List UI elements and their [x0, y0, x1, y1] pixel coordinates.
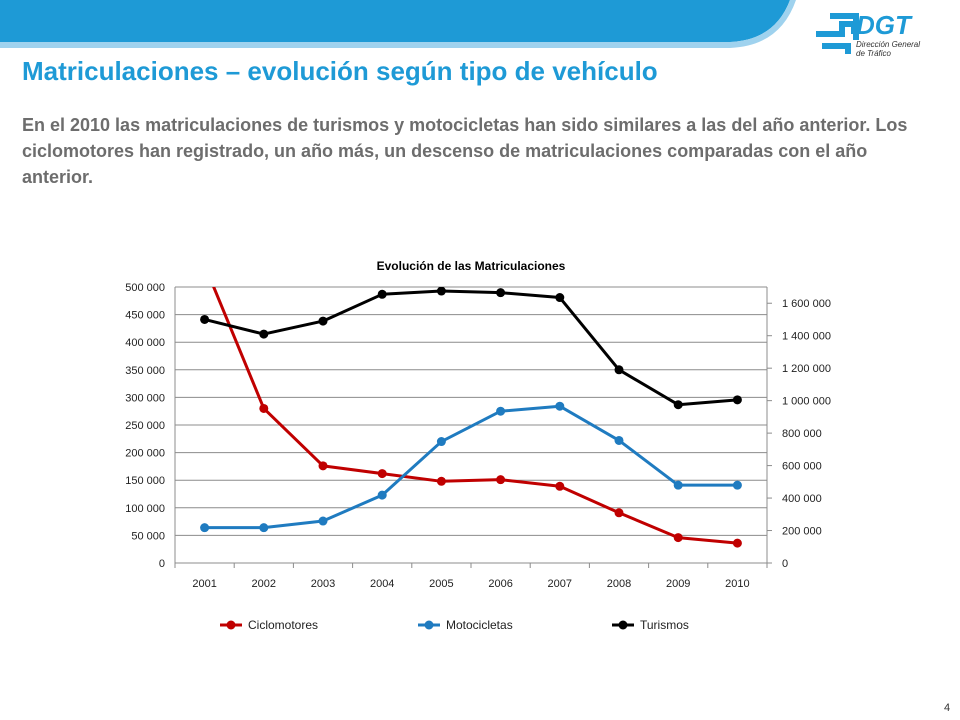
data-point-turismos: [673, 400, 683, 410]
data-point-ciclomotores: [555, 481, 565, 491]
legend: Ciclomotores Motocicletas Turismos: [220, 618, 689, 632]
data-point-ciclomotores: [318, 461, 328, 471]
page-subtitle: En el 2010 las matriculaciones de turism…: [22, 115, 908, 187]
right-axis-tick-label: 1 600 000: [782, 298, 831, 310]
data-point-motocicletas: [555, 401, 565, 411]
logo-subtext-2: de Tráfico: [856, 49, 891, 58]
left-axis-tick-label: 400 000: [125, 337, 165, 349]
x-axis-tick-label: 2009: [666, 578, 690, 590]
data-point-turismos: [259, 329, 269, 339]
logo-subtext-1: Dirección General: [856, 40, 921, 49]
right-axis-tick-label: 1 200 000: [782, 363, 831, 375]
left-axis-tick-label: 100 000: [125, 503, 165, 515]
right-axis-tick-label: 1 400 000: [782, 331, 831, 343]
data-point-turismos: [377, 289, 387, 299]
data-point-turismos: [732, 395, 742, 405]
data-point-turismos: [436, 287, 446, 296]
data-point-motocicletas: [732, 480, 742, 490]
right-axis-tick-label: 200 000: [782, 526, 822, 538]
data-point-turismos: [318, 316, 328, 326]
left-axis-tick-label: 50 000: [131, 530, 165, 542]
data-point-ciclomotores: [673, 533, 683, 543]
right-axis-tick-label: 600 000: [782, 461, 822, 473]
right-axis-tick-label: 800 000: [782, 428, 822, 440]
header-bar: [0, 0, 796, 48]
legend-marker-ciclomotores: [226, 620, 236, 630]
page-number: 4: [944, 702, 951, 714]
left-axis-tick-label: 450 000: [125, 310, 165, 322]
data-point-ciclomotores: [259, 403, 269, 413]
x-axis-tick-label: 2003: [311, 578, 335, 590]
x-axis-tick-label: 2001: [192, 578, 216, 590]
left-axis-tick-label: 250 000: [125, 420, 165, 432]
legend-label-ciclomotores: Ciclomotores: [248, 618, 318, 632]
data-point-ciclomotores: [732, 538, 742, 548]
x-axis-ticks: 2001 2002 2003 2004 2005 2006 2007 2008 2009 2010: [174, 563, 768, 590]
series-line-motocicletas: [204, 404, 738, 530]
legend-marker-motocicletas: [424, 620, 434, 630]
legend-label-motocicletas: Motocicletas: [446, 618, 513, 632]
data-point-turismos: [200, 314, 210, 324]
data-point-motocicletas: [200, 523, 210, 533]
right-axis-ticks: 0 200 000 400 000 600 000 800 000 1 000 000 1 …: [767, 298, 831, 570]
x-axis-tick-label: 2002: [252, 578, 276, 590]
x-axis-tick-label: 2008: [607, 578, 631, 590]
logo-text: DGT: [856, 10, 911, 40]
data-point-motocicletas: [377, 490, 387, 500]
x-axis-tick-label: 2006: [488, 578, 512, 590]
data-point-motocicletas: [614, 435, 624, 445]
data-point-motocicletas: [259, 523, 269, 533]
left-axis-tick-label: 300 000: [125, 392, 165, 404]
data-point-ciclomotores: [496, 475, 506, 485]
x-axis-tick-label: 2007: [548, 578, 572, 590]
right-axis-tick-label: 1 000 000: [782, 396, 831, 408]
data-point-motocicletas: [496, 406, 506, 416]
data-point-turismos: [614, 365, 624, 375]
data-point-motocicletas: [436, 437, 446, 447]
data-point-motocicletas: [318, 516, 328, 526]
data-point-turismos: [496, 288, 506, 298]
left-axis-tick-label: 500 000: [125, 282, 165, 294]
legend-label-turismos: Turismos: [640, 618, 689, 632]
series-line-ciclomotores: [212, 287, 738, 545]
left-axis-tick-label: 200 000: [125, 448, 165, 460]
left-axis-ticks: 0 50 000 100 000 150 000 200 000 250 000 300 0…: [125, 282, 165, 570]
data-point-ciclomotores: [436, 476, 446, 486]
data-point-turismos: [555, 293, 565, 303]
x-axis-tick-label: 2004: [370, 578, 394, 590]
x-axis-tick-label: 2010: [725, 578, 749, 590]
page-title: Matriculaciones – evolución según tipo d…: [22, 56, 658, 86]
left-axis-tick-label: 150 000: [125, 475, 165, 487]
left-axis-tick-label: 350 000: [125, 365, 165, 377]
right-axis-tick-label: 400 000: [782, 493, 822, 505]
data-point-ciclomotores: [377, 469, 387, 479]
left-axis-tick-label: 0: [159, 558, 165, 570]
series-line-turismos: [204, 289, 738, 407]
data-point-motocicletas: [673, 480, 683, 490]
series-layer: [200, 287, 742, 548]
chart-title: Evolución de las Matriculaciones: [377, 259, 566, 273]
dgt-logo: DGT Dirección General de Tráfico: [812, 6, 952, 62]
data-point-ciclomotores: [614, 508, 624, 518]
x-axis-tick-label: 2005: [429, 578, 453, 590]
right-axis-tick-label: 0: [782, 558, 788, 570]
legend-marker-turismos: [618, 620, 628, 630]
